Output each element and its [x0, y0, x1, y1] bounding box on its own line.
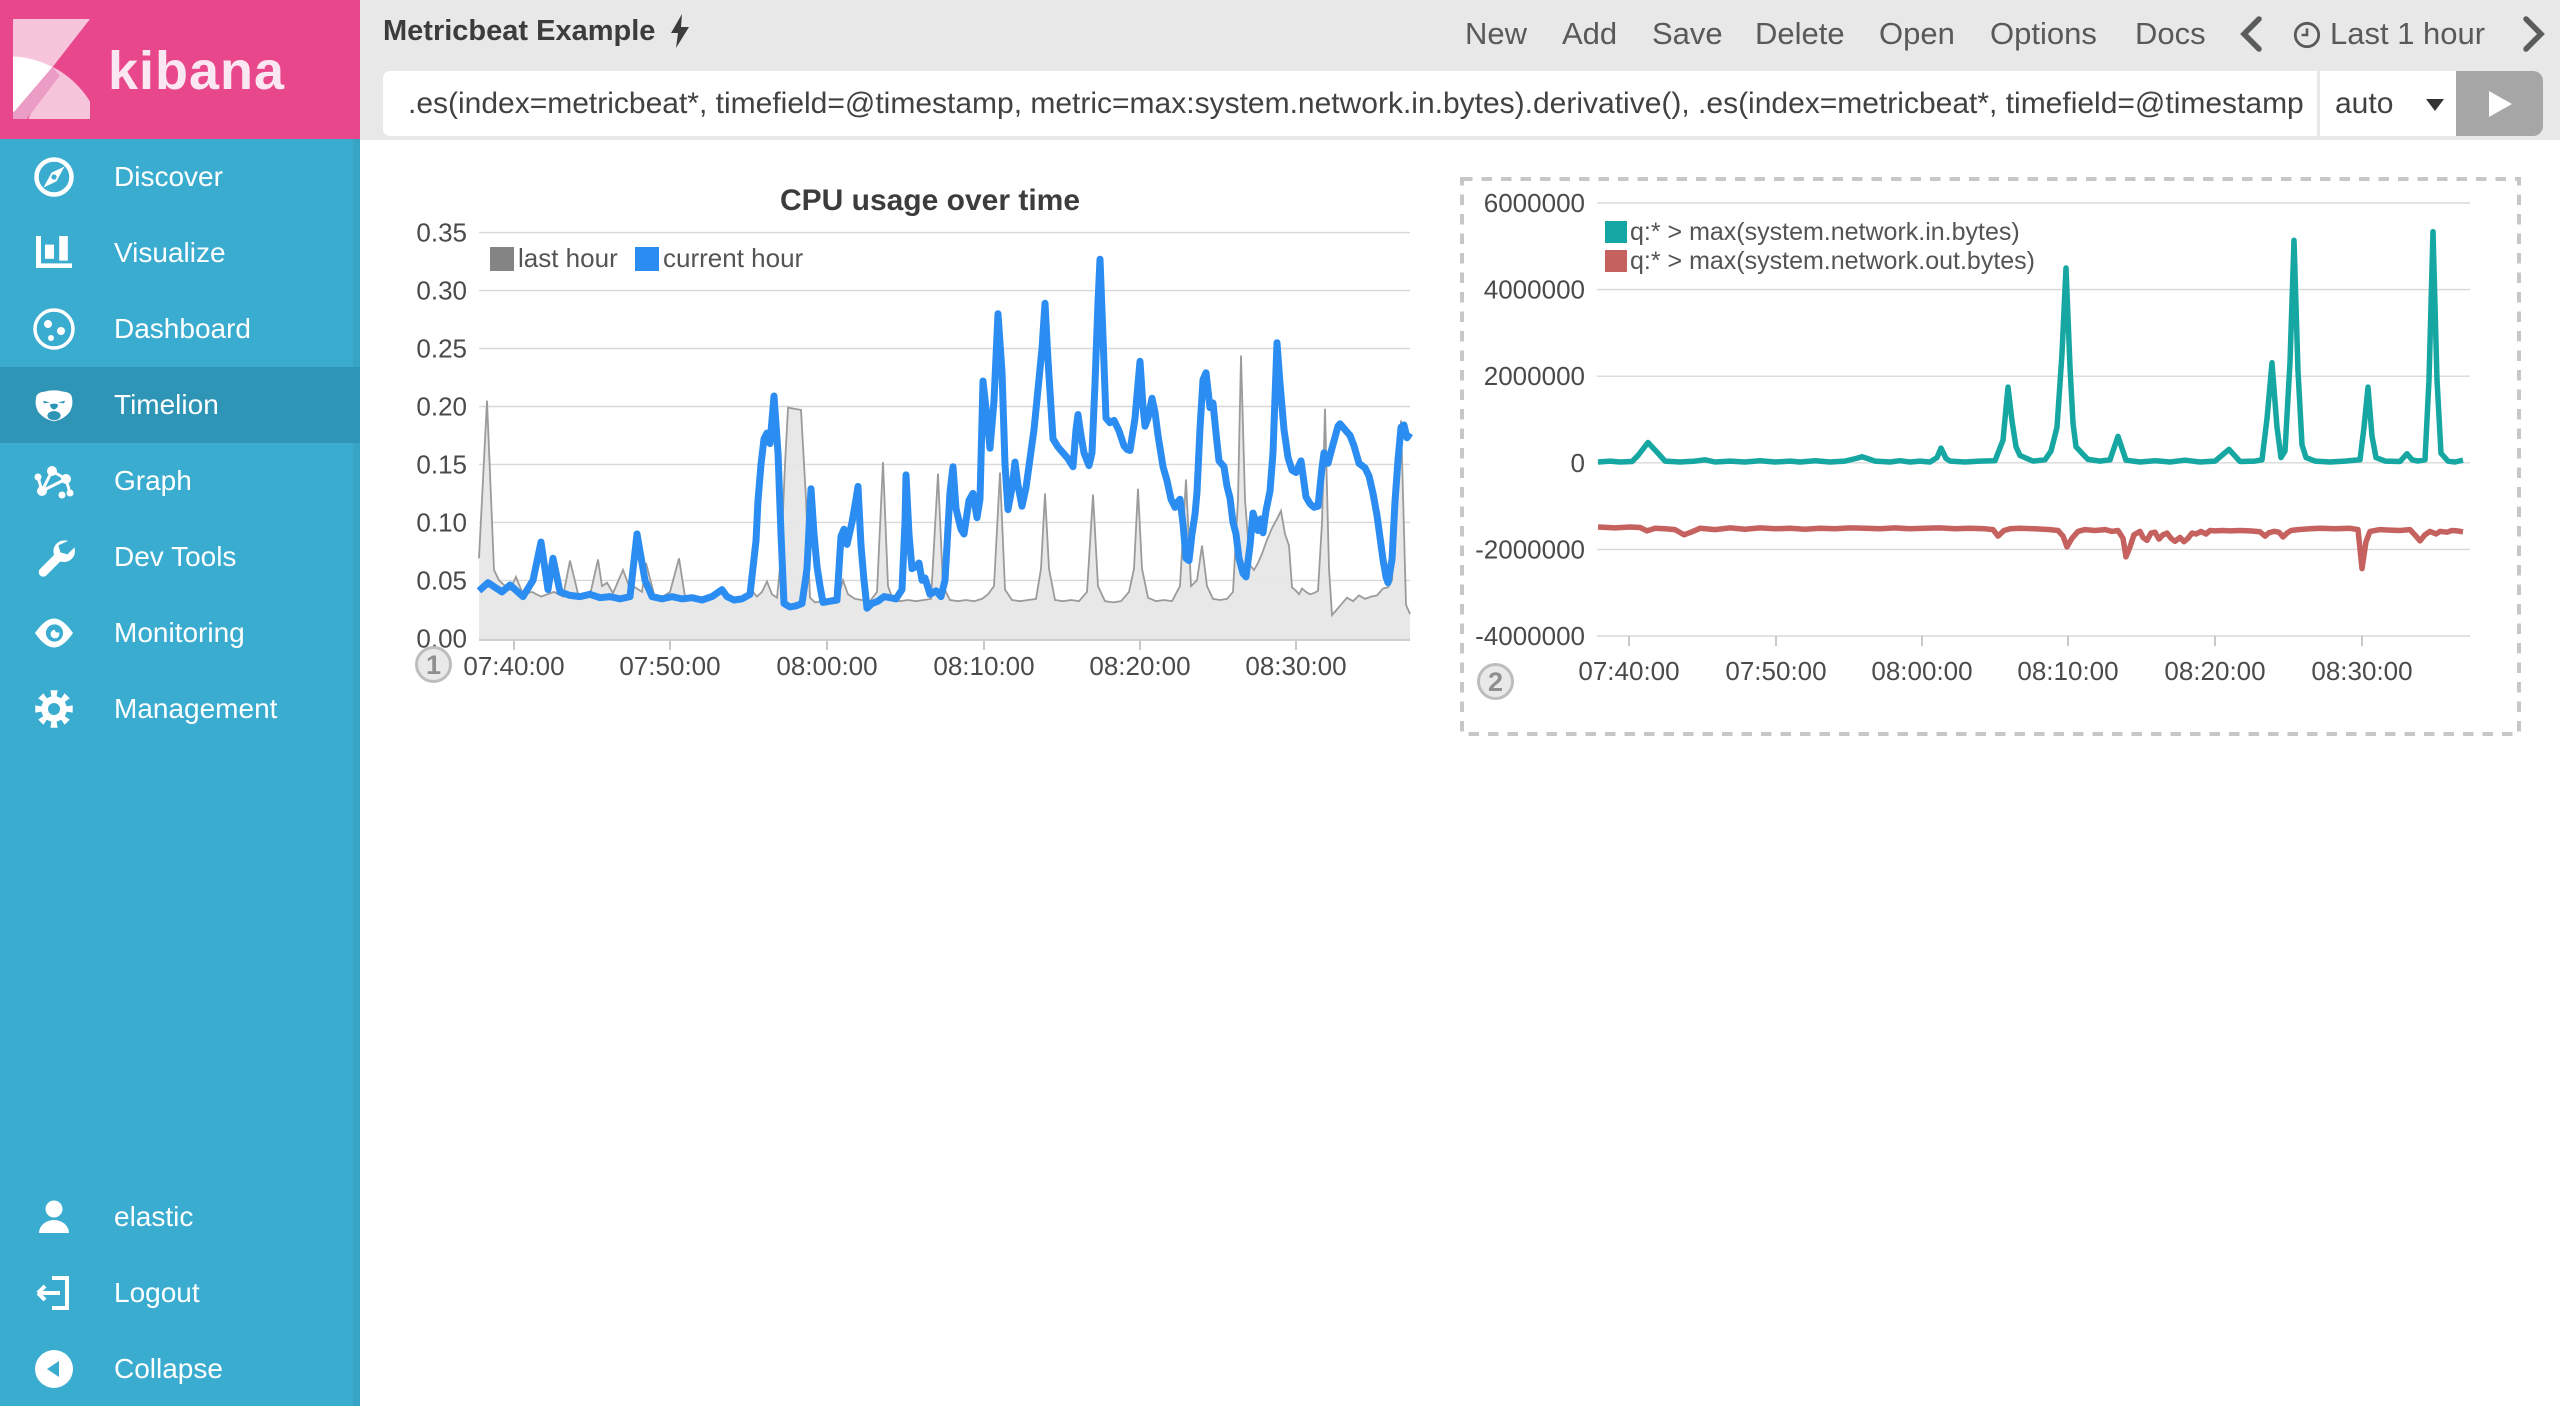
svg-text:current hour: current hour — [663, 243, 804, 273]
svg-text:08:20:00: 08:20:00 — [2164, 656, 2265, 686]
svg-text:08:10:00: 08:10:00 — [933, 651, 1034, 681]
svg-text:07:40:00: 07:40:00 — [463, 651, 564, 681]
svg-text:08:30:00: 08:30:00 — [1245, 651, 1346, 681]
svg-text:last hour: last hour — [518, 243, 618, 273]
svg-text:08:30:00: 08:30:00 — [2311, 656, 2412, 686]
svg-text:0.35: 0.35 — [416, 218, 467, 248]
svg-text:0.25: 0.25 — [416, 334, 467, 364]
svg-text:08:10:00: 08:10:00 — [2017, 656, 2118, 686]
svg-text:07:50:00: 07:50:00 — [619, 651, 720, 681]
svg-text:0.10: 0.10 — [416, 507, 467, 537]
svg-text:0: 0 — [1571, 448, 1585, 478]
svg-text:4000000: 4000000 — [1484, 275, 1585, 305]
svg-text:0.05: 0.05 — [416, 565, 467, 595]
svg-text:0.20: 0.20 — [416, 392, 467, 422]
svg-text:q:* > max(system.network.out.b: q:* > max(system.network.out.bytes) — [1630, 247, 2035, 275]
svg-text:0.30: 0.30 — [416, 276, 467, 306]
svg-text:-4000000: -4000000 — [1475, 621, 1585, 651]
svg-text:6000000: 6000000 — [1484, 188, 1585, 218]
svg-text:q:* > max(system.network.in.by: q:* > max(system.network.in.bytes) — [1630, 218, 2020, 246]
svg-text:08:00:00: 08:00:00 — [1871, 656, 1972, 686]
svg-text:0.15: 0.15 — [416, 449, 467, 479]
svg-text:CPU usage over time: CPU usage over time — [780, 184, 1080, 217]
svg-text:08:20:00: 08:20:00 — [1089, 651, 1190, 681]
svg-text:07:50:00: 07:50:00 — [1725, 656, 1826, 686]
svg-text:2000000: 2000000 — [1484, 361, 1585, 391]
svg-text:08:00:00: 08:00:00 — [776, 651, 877, 681]
svg-text:07:40:00: 07:40:00 — [1578, 656, 1679, 686]
svg-text:-2000000: -2000000 — [1475, 534, 1585, 564]
